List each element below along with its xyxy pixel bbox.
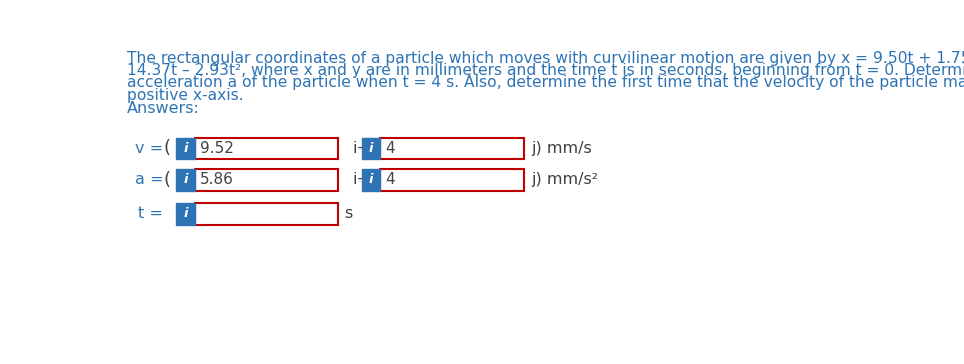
Text: (: ( [164,139,171,157]
Text: i+: i+ [352,141,370,156]
Text: The rectangular coordinates of a particle which moves with curvilinear motion ar: The rectangular coordinates of a particl… [126,51,964,66]
FancyBboxPatch shape [195,169,338,191]
Text: j) mm/s: j) mm/s [531,141,592,156]
FancyBboxPatch shape [195,138,338,159]
Text: t =: t = [138,206,163,221]
FancyBboxPatch shape [176,169,195,191]
Text: 9.52: 9.52 [201,141,234,156]
Text: i: i [368,174,373,186]
FancyBboxPatch shape [176,203,195,225]
Text: i: i [183,142,188,155]
FancyBboxPatch shape [176,138,195,159]
Text: 4: 4 [386,173,395,187]
Text: i: i [183,174,188,186]
Text: positive x-axis.: positive x-axis. [126,88,243,103]
Text: i: i [368,142,373,155]
Text: acceleration a of the particle when t = 4 s. Also, determine the first time that: acceleration a of the particle when t = … [126,75,964,90]
FancyBboxPatch shape [362,169,380,191]
Text: a =: a = [135,173,163,187]
Text: j) mm/s²: j) mm/s² [531,173,599,187]
Text: 14.37t – 2.93t², where x and y are in millimeters and the time t is in seconds, : 14.37t – 2.93t², where x and y are in mi… [126,63,964,78]
FancyBboxPatch shape [380,138,523,159]
FancyBboxPatch shape [362,138,380,159]
Text: 5.86: 5.86 [201,173,234,187]
Text: i: i [183,207,188,220]
Text: s: s [344,206,353,221]
Text: v =: v = [135,141,163,156]
Text: 4: 4 [386,141,395,156]
FancyBboxPatch shape [380,169,523,191]
Text: i+: i+ [352,173,370,187]
Text: Answers:: Answers: [126,101,200,116]
FancyBboxPatch shape [195,203,338,225]
Text: (: ( [164,171,171,189]
